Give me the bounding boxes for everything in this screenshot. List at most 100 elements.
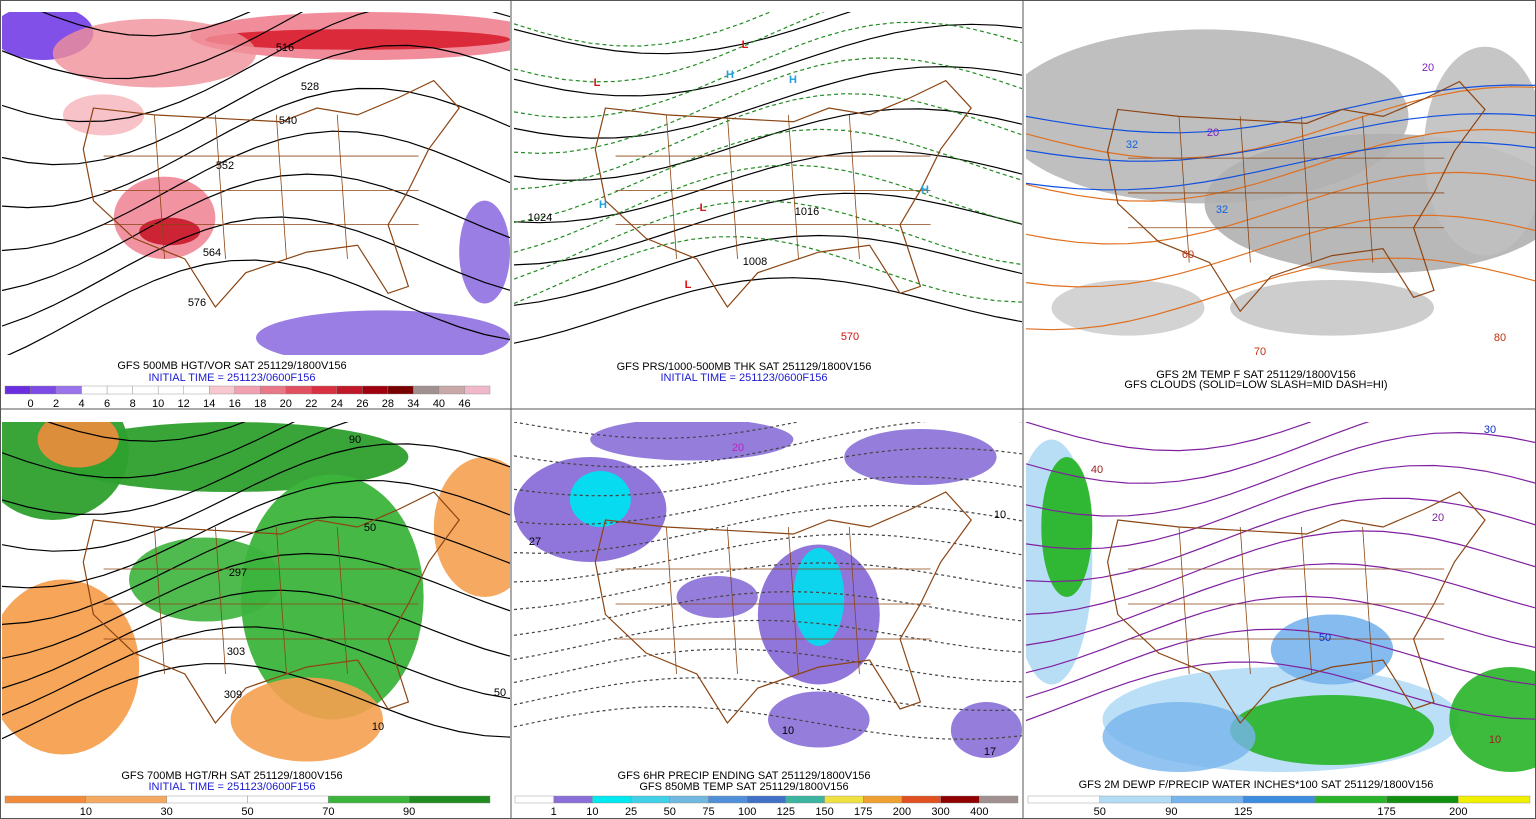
legend-swatch bbox=[285, 385, 312, 395]
field-area bbox=[1423, 46, 1536, 256]
state-line bbox=[848, 114, 860, 259]
map-label: 20 bbox=[1432, 512, 1444, 524]
map-label: 528 bbox=[301, 81, 319, 93]
map-label: L bbox=[685, 279, 692, 291]
legend-swatch bbox=[81, 385, 108, 395]
legend-swatch bbox=[311, 385, 338, 395]
contour bbox=[514, 677, 1022, 712]
legend-swatch bbox=[234, 385, 261, 395]
caption: GFS PRS/1000-500MB THK SAT 251129/1800V1… bbox=[617, 361, 872, 373]
contour bbox=[2, 663, 510, 740]
field-area bbox=[590, 422, 794, 461]
contour bbox=[1026, 214, 1536, 288]
contour bbox=[514, 164, 1022, 253]
field-area bbox=[844, 429, 997, 485]
field-area bbox=[433, 457, 510, 597]
field-area bbox=[230, 677, 383, 762]
field-area bbox=[1051, 279, 1205, 336]
contour bbox=[514, 200, 1022, 280]
contour bbox=[1026, 431, 1536, 517]
map-label: H bbox=[789, 74, 797, 86]
contour bbox=[1026, 141, 1536, 191]
legend-label: 90 bbox=[1165, 806, 1177, 818]
us-border bbox=[594, 79, 972, 308]
legend-swatch bbox=[553, 795, 593, 804]
field-area bbox=[37, 422, 119, 468]
caption: INITIAL TIME = 251123/0600F156 bbox=[660, 372, 827, 384]
state-line bbox=[336, 526, 348, 675]
legend-swatch bbox=[387, 385, 414, 395]
field-area bbox=[1102, 702, 1256, 772]
legend-label: 14 bbox=[203, 398, 215, 410]
contour bbox=[2, 216, 510, 327]
contour bbox=[2, 516, 510, 625]
legend-label: 20 bbox=[280, 398, 292, 410]
field-area bbox=[793, 548, 845, 646]
legend-label: 125 bbox=[777, 806, 795, 818]
legend-label: 50 bbox=[241, 806, 253, 818]
legend-swatch bbox=[464, 385, 491, 395]
legend-swatch bbox=[1386, 795, 1459, 804]
legend-swatch bbox=[514, 795, 554, 804]
map-label: 50 bbox=[494, 687, 506, 699]
legend-swatch bbox=[979, 795, 1019, 804]
state-line bbox=[666, 526, 677, 675]
map-label: 297 bbox=[229, 567, 247, 579]
contour bbox=[1026, 595, 1536, 674]
contour bbox=[2, 12, 304, 80]
contour bbox=[514, 476, 1022, 526]
legend-label: 150 bbox=[815, 806, 833, 818]
legend-label: 200 bbox=[893, 806, 911, 818]
map-label: 27 bbox=[529, 536, 541, 548]
legend-label: 100 bbox=[738, 806, 756, 818]
legend-swatch bbox=[901, 795, 941, 804]
legend-swatch bbox=[183, 385, 210, 395]
contour bbox=[1026, 422, 1370, 484]
contour bbox=[514, 128, 1022, 224]
legend-swatch bbox=[1027, 795, 1100, 804]
map-label: 80 bbox=[1494, 332, 1506, 344]
contour bbox=[514, 192, 1022, 266]
contour bbox=[1026, 530, 1536, 615]
field-area bbox=[205, 29, 510, 50]
contour bbox=[514, 0, 1022, 10]
state-line bbox=[214, 114, 226, 259]
contour bbox=[2, 626, 510, 716]
us-border bbox=[594, 491, 972, 725]
map-label: H bbox=[726, 69, 734, 81]
state-line bbox=[726, 114, 738, 259]
state-line bbox=[1362, 116, 1374, 263]
legend-swatch bbox=[940, 795, 980, 804]
state-line bbox=[1301, 526, 1312, 675]
contour bbox=[514, 277, 1022, 344]
contour bbox=[514, 65, 1022, 139]
map-label: 516 bbox=[276, 42, 294, 54]
map-label: 17 bbox=[984, 746, 996, 758]
legend-label: 1 bbox=[551, 806, 557, 818]
legend-swatch bbox=[630, 795, 670, 804]
legend-label: 175 bbox=[1377, 806, 1395, 818]
map-label: H bbox=[921, 184, 929, 196]
field-area bbox=[1449, 667, 1536, 772]
field-area bbox=[52, 422, 409, 492]
contour bbox=[2, 173, 510, 292]
map-label: 20 bbox=[1422, 62, 1434, 74]
legend-swatch bbox=[1314, 795, 1387, 804]
legend-label: 300 bbox=[931, 806, 949, 818]
contour bbox=[514, 12, 772, 47]
map-label: L bbox=[742, 39, 749, 51]
state-line bbox=[275, 114, 287, 259]
map-label: 10 bbox=[1489, 734, 1501, 746]
contour bbox=[1026, 497, 1536, 583]
state-line bbox=[787, 526, 799, 675]
contour bbox=[1026, 661, 1536, 722]
contour bbox=[2, 44, 510, 166]
map-label: 552 bbox=[216, 160, 234, 172]
map-label: 40 bbox=[1091, 464, 1103, 476]
contour bbox=[2, 422, 296, 479]
map: 516 528 540 552 564 576 bbox=[2, 12, 510, 355]
map-label: 70 bbox=[1254, 346, 1266, 358]
map-background bbox=[514, 12, 1022, 355]
legend-label: 6 bbox=[104, 398, 110, 410]
